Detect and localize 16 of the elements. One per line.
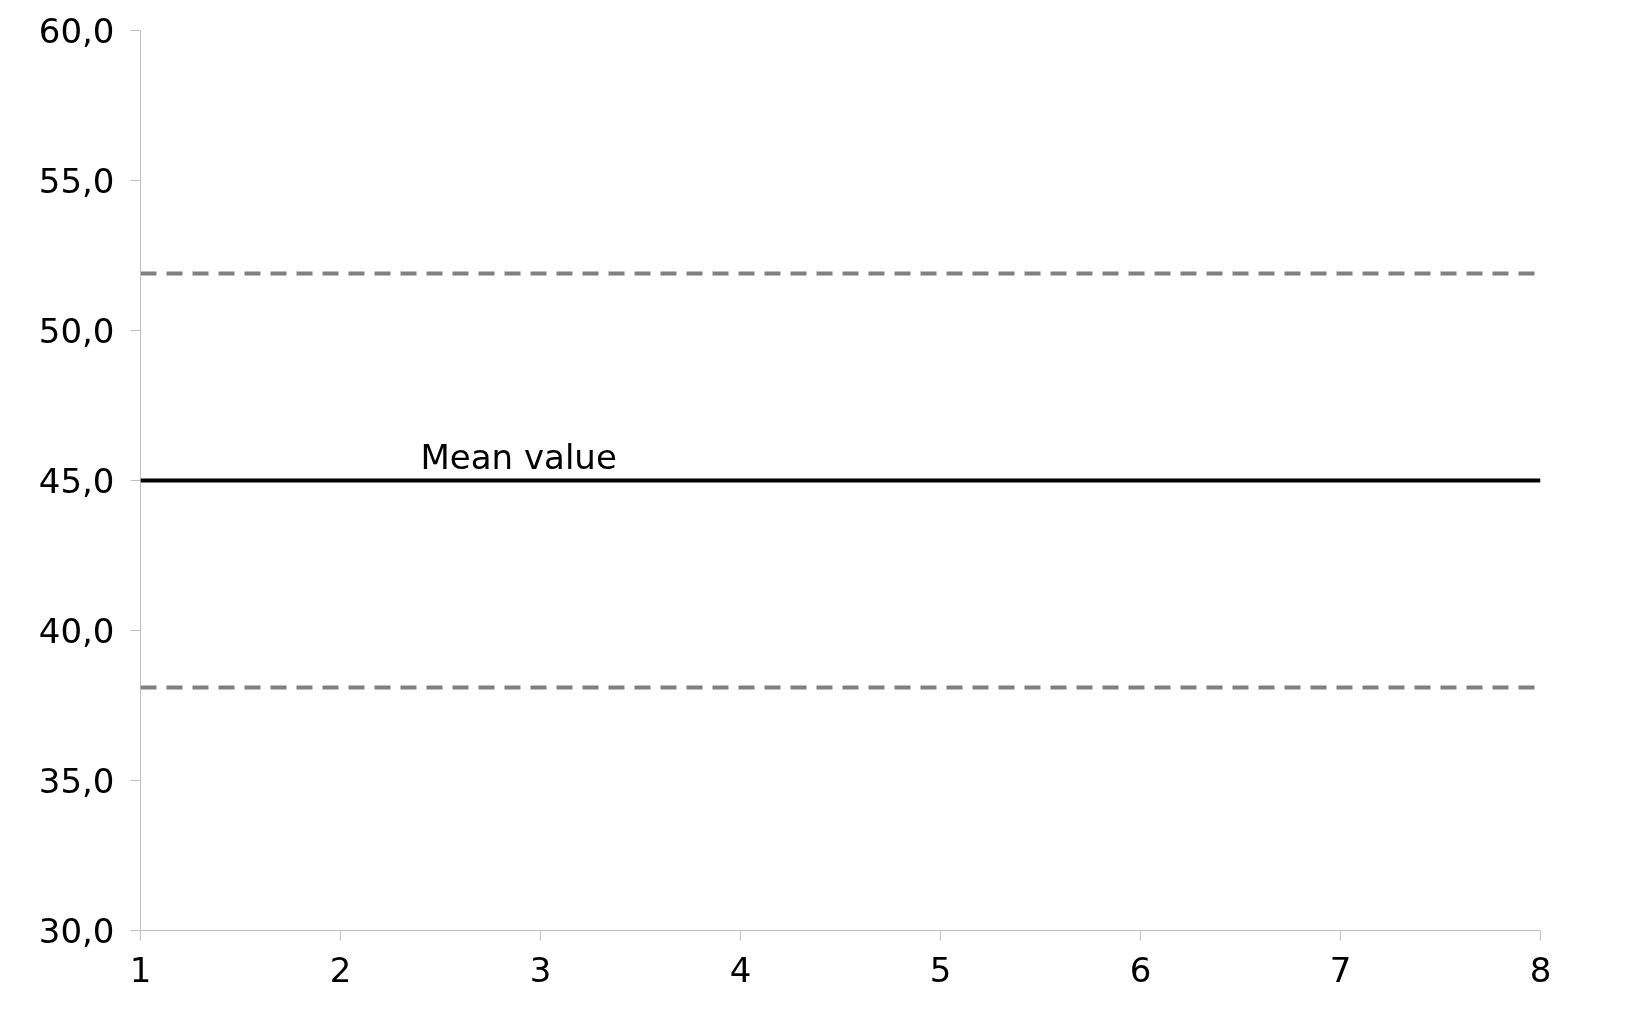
x-tick-label: 4 [729,949,752,990]
ref-line-label: Mean value [420,436,617,477]
x-tick-label: 8 [1529,949,1552,990]
y-tick-label: 45,0 [38,461,115,501]
y-tick-label: 50,0 [38,311,115,351]
y-tick-label: 40,0 [38,611,115,651]
x-tick-label: 5 [929,949,952,990]
x-tick-label: 6 [1129,949,1152,990]
y-tick-label: 30,0 [38,911,115,951]
y-tick-label: 35,0 [38,761,115,801]
x-tick-label: 3 [529,949,552,990]
y-tick-label: 55,0 [38,161,115,201]
x-tick-label: 1 [129,949,152,990]
x-tick-label: 7 [1329,949,1352,990]
x-tick-label: 2 [329,949,352,990]
y-tick-label: 60,0 [38,11,115,51]
